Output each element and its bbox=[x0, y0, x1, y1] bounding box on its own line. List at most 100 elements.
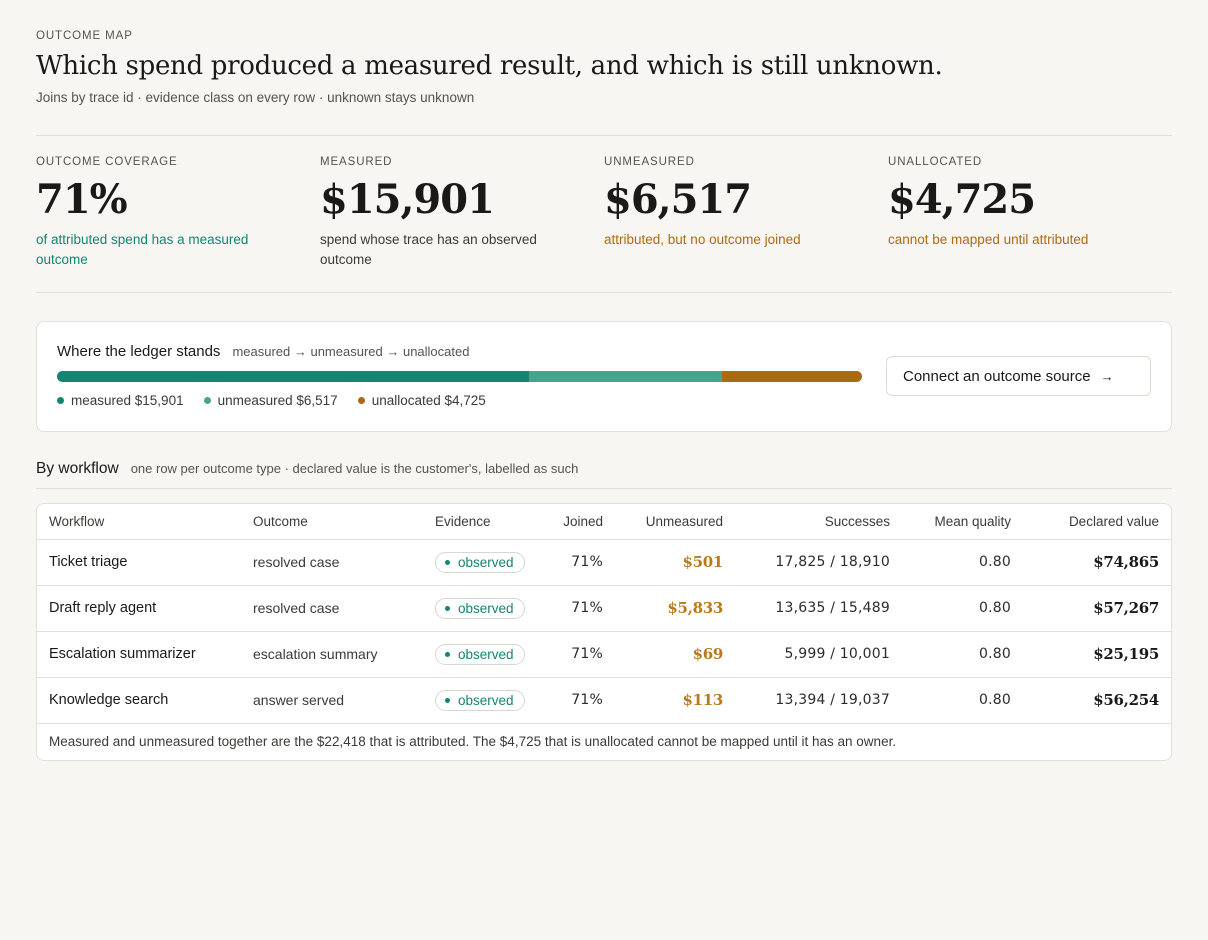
kpi-outcome-coverage: OUTCOME COVERAGE 71% of attributed spend… bbox=[36, 156, 320, 270]
table-row[interactable]: Escalation summarizer escalation summary… bbox=[37, 631, 1171, 678]
kpi-note: spend whose trace has an observed outcom… bbox=[320, 232, 537, 267]
evidence-badge: observed bbox=[435, 689, 525, 711]
cell-workflow: Knowledge search bbox=[37, 677, 241, 724]
kpi-value: $4,725 bbox=[888, 176, 1036, 223]
cell-mean-quality: 0.80 bbox=[902, 585, 1023, 632]
status-dot-icon bbox=[445, 697, 450, 703]
unallocated-dot-icon bbox=[357, 397, 365, 404]
ledger-card: Where the ledger stands measured → unmea… bbox=[36, 321, 1172, 432]
cell-evidence: observed bbox=[423, 539, 541, 586]
cell-joined: 71% bbox=[541, 585, 615, 632]
legend-label: unallocated $4,725 bbox=[371, 393, 486, 408]
cell-unmeasured: $69 bbox=[615, 631, 735, 678]
cell-joined: 71% bbox=[541, 631, 615, 678]
col-declared-value: Declared value bbox=[1023, 504, 1171, 540]
cell-mean-quality: 0.80 bbox=[902, 539, 1023, 586]
cell-successes: 13,635 / 15,489 bbox=[735, 585, 902, 632]
connect-button-label: Connect an outcome source bbox=[903, 367, 1091, 385]
ledger-bar-segment-unallocated bbox=[721, 371, 862, 382]
cell-workflow: Ticket triage bbox=[37, 539, 241, 586]
col-mean-quality: Mean quality bbox=[902, 504, 1023, 540]
cell-successes: 5,999 / 10,001 bbox=[735, 631, 902, 678]
status-dot-icon bbox=[445, 605, 450, 611]
table-header-row: Workflow Outcome Evidence Joined Unmeasu… bbox=[37, 504, 1171, 540]
cell-workflow: Draft reply agent bbox=[37, 585, 241, 632]
unmeasured-dot-icon bbox=[203, 397, 211, 404]
cell-outcome: answer served bbox=[241, 677, 423, 724]
cell-successes: 13,394 / 19,037 bbox=[735, 677, 902, 724]
col-successes: Successes bbox=[735, 504, 902, 540]
legend-item-measured: measured $15,901 bbox=[57, 393, 184, 408]
cell-mean-quality: 0.80 bbox=[902, 631, 1023, 678]
col-workflow: Workflow bbox=[37, 504, 241, 540]
page-eyebrow: OUTCOME MAP bbox=[36, 30, 133, 42]
connect-outcome-source-button[interactable]: Connect an outcome source → bbox=[886, 356, 1151, 396]
kpi-measured: MEASURED $15,901 spend whose trace has a… bbox=[320, 156, 604, 270]
cell-outcome: resolved case bbox=[241, 539, 423, 586]
cell-declared-value: $57,267 bbox=[1023, 585, 1171, 632]
kpi-note: cannot be mapped until attributed bbox=[888, 232, 1089, 247]
evidence-label: observed bbox=[458, 646, 514, 662]
status-dot-icon bbox=[445, 559, 450, 565]
cell-unmeasured: $113 bbox=[615, 677, 735, 724]
cell-joined: 71% bbox=[541, 539, 615, 586]
ledger-header: Where the ledger stands measured → unmea… bbox=[57, 343, 469, 360]
col-unmeasured: Unmeasured bbox=[615, 504, 735, 540]
kpi-note: of attributed spend has a measured outco… bbox=[36, 232, 249, 267]
workflow-section-desc: one row per outcome type · declared valu… bbox=[130, 461, 579, 476]
cell-evidence: observed bbox=[423, 677, 541, 724]
col-outcome: Outcome bbox=[241, 504, 423, 540]
cell-outcome: escalation summary bbox=[241, 631, 423, 678]
page-subtitle: Joins by trace id · evidence class on ev… bbox=[36, 90, 475, 105]
evidence-badge: observed bbox=[435, 643, 525, 665]
table-footnote: Measured and unmeasured together are the… bbox=[49, 733, 897, 749]
evidence-badge: observed bbox=[435, 597, 525, 619]
table-row[interactable]: Ticket triage resolved case observed 71%… bbox=[37, 539, 1171, 586]
legend-label: unmeasured $6,517 bbox=[217, 393, 338, 408]
kpi-value: $6,517 bbox=[604, 176, 752, 223]
kpi-unmeasured: UNMEASURED $6,517 attributed, but no out… bbox=[604, 156, 888, 270]
cell-declared-value: $25,195 bbox=[1023, 631, 1171, 678]
workflow-table: Workflow Outcome Evidence Joined Unmeasu… bbox=[37, 504, 1171, 724]
ledger-legend: measured $15,901 unmeasured $6,517 unall… bbox=[57, 393, 506, 408]
ledger-stacked-bar bbox=[57, 371, 862, 382]
cell-workflow: Escalation summarizer bbox=[37, 631, 241, 678]
table-row[interactable]: Knowledge search answer served observed … bbox=[37, 677, 1171, 724]
evidence-badge: observed bbox=[435, 551, 525, 573]
cell-declared-value: $74,865 bbox=[1023, 539, 1171, 586]
kpi-label: UNALLOCATED bbox=[888, 156, 983, 168]
evidence-label: observed bbox=[458, 692, 514, 708]
cell-declared-value: $56,254 bbox=[1023, 677, 1171, 724]
evidence-label: observed bbox=[458, 554, 514, 570]
table-row[interactable]: Draft reply agent resolved case observed… bbox=[37, 585, 1171, 632]
kpi-note: attributed, but no outcome joined bbox=[604, 232, 801, 247]
outcome-map-page: OUTCOME MAP Which spend produced a measu… bbox=[36, 30, 1172, 761]
col-joined: Joined bbox=[541, 504, 615, 540]
measured-dot-icon bbox=[57, 397, 64, 404]
cell-outcome: resolved case bbox=[241, 585, 423, 632]
col-evidence: Evidence bbox=[423, 504, 541, 540]
kpi-value: 71% bbox=[36, 176, 128, 223]
kpi-strip: OUTCOME COVERAGE 71% of attributed spend… bbox=[36, 135, 1172, 293]
cell-mean-quality: 0.80 bbox=[902, 677, 1023, 724]
status-dot-icon bbox=[445, 651, 450, 657]
ledger-bar-segment-unmeasured bbox=[528, 371, 722, 382]
cell-unmeasured: $501 bbox=[615, 539, 735, 586]
kpi-unallocated: UNALLOCATED $4,725 cannot be mapped unti… bbox=[888, 156, 1172, 270]
cell-evidence: observed bbox=[423, 631, 541, 678]
page-title: Which spend produced a measured result, … bbox=[36, 51, 943, 81]
cell-evidence: observed bbox=[423, 585, 541, 632]
workflow-table-card: Workflow Outcome Evidence Joined Unmeasu… bbox=[36, 503, 1172, 761]
arrow-right-icon: → bbox=[1100, 368, 1114, 384]
kpi-label: OUTCOME COVERAGE bbox=[36, 156, 178, 168]
workflow-section-title: By workflow bbox=[36, 460, 119, 477]
kpi-label: MEASURED bbox=[320, 156, 393, 168]
workflow-section-header: By workflow one row per outcome type · d… bbox=[36, 460, 1172, 489]
legend-item-unallocated: unallocated $4,725 bbox=[357, 393, 486, 408]
evidence-label: observed bbox=[458, 600, 514, 616]
cell-unmeasured: $5,833 bbox=[615, 585, 735, 632]
ledger-flow: measured → unmeasured → unallocated bbox=[232, 344, 470, 359]
cell-joined: 71% bbox=[541, 677, 615, 724]
ledger-title: Where the ledger stands bbox=[57, 343, 221, 360]
kpi-label: UNMEASURED bbox=[604, 156, 695, 168]
